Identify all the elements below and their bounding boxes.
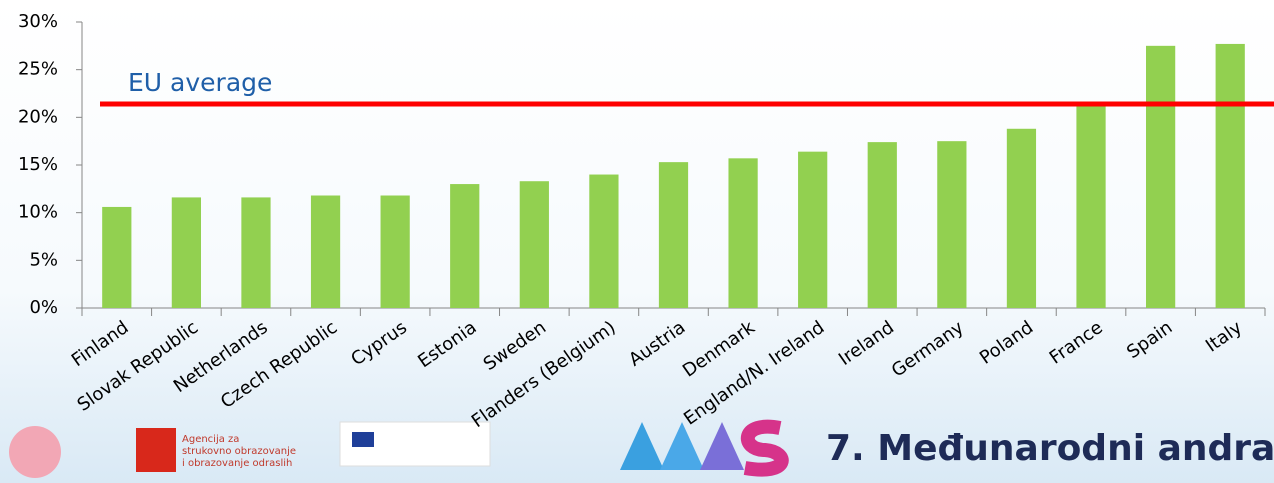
agency-text: Agencija za [182,434,239,445]
bar [241,197,271,308]
eu-average-label: EU average [128,68,272,97]
bar [728,158,758,308]
y-tick-label: 10% [18,202,58,223]
bar [310,195,341,308]
bar [450,184,480,308]
agency-text: strukovno obrazovanje [182,446,296,457]
eu-flag [352,432,374,447]
mas-logo-a [700,422,744,470]
y-tick-label: 25% [18,59,58,80]
eu-logo [339,421,491,467]
footer-logos [9,419,789,478]
bar [589,174,619,308]
mas-logo-m [660,422,704,470]
y-tick-label: 15% [18,154,58,175]
bar [867,142,897,308]
bar [380,195,410,308]
y-tick-label: 5% [29,249,58,270]
bar [937,141,967,308]
y-tick-label: 20% [18,106,58,127]
bar [658,162,689,308]
mas-logo-s [740,419,789,477]
bar [102,206,132,308]
y-tick-label: 0% [29,297,58,318]
conference-title: 7. Međunarodni andrago [826,428,1274,469]
agency-text: i obrazovanje odraslih [182,458,292,469]
bar [519,181,549,308]
bar [1076,103,1106,308]
bar [1215,43,1245,308]
brain-logo [9,426,61,478]
bar [1006,128,1037,308]
y-tick-label: 30% [18,11,58,32]
mas-logo-m [620,422,664,470]
bar [171,197,201,308]
bar [798,151,828,308]
agency-logo [136,428,176,472]
bar [1146,45,1176,308]
